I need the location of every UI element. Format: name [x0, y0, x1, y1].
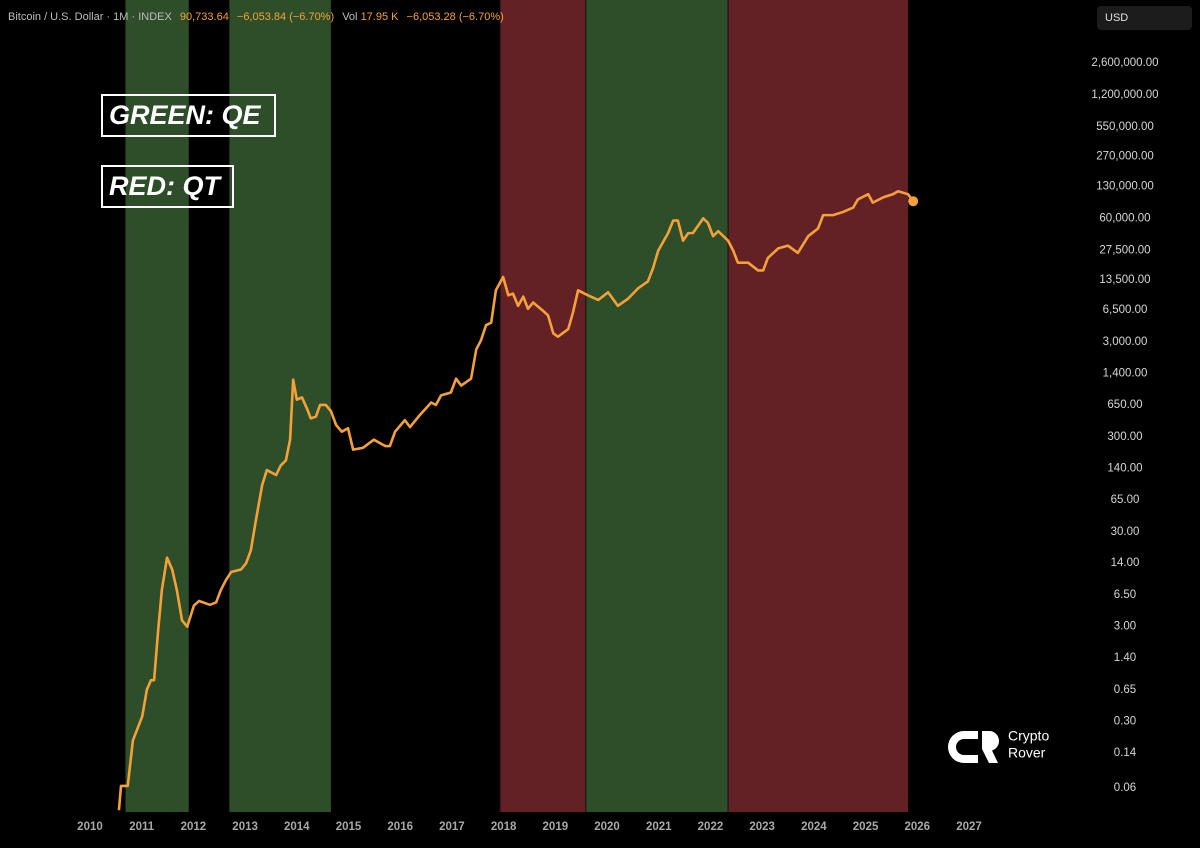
x-tick-label: 2020	[594, 821, 620, 833]
plot	[117, 189, 919, 811]
x-tick-label: 2011	[129, 821, 155, 833]
logo-r	[982, 731, 1000, 763]
volume: 17.95 K	[361, 11, 400, 23]
y-tick-label: 0.06	[1114, 782, 1136, 794]
logo-c	[948, 731, 978, 763]
x-tick-label: 2019	[543, 821, 569, 833]
watermark-text: Crypto	[1008, 728, 1049, 744]
y-tick-label: 300.00	[1107, 431, 1142, 443]
y-tick-label: 0.30	[1114, 716, 1136, 728]
watermark-logo: Crypto Rover	[948, 728, 1049, 763]
y-tick-label: 30.00	[1111, 526, 1140, 538]
header-line: Bitcoin / U.S. Dollar · 1M · INDEX 90,73…	[8, 11, 504, 23]
y-tick-label: 2,600,000.00	[1091, 57, 1158, 69]
annotation: GREEN: QE	[109, 100, 262, 130]
x-tick-label: 2023	[749, 821, 775, 833]
shaded-period	[728, 0, 908, 812]
x-tick-label: 2024	[801, 821, 827, 833]
x-tick-label: 2017	[439, 821, 465, 833]
y-tick-label: 0.65	[1114, 684, 1136, 696]
currency-button[interactable]	[1097, 6, 1192, 30]
y-tick-label: 65.00	[1111, 494, 1140, 506]
x-tick-label: 2015	[336, 821, 362, 833]
symbol: Bitcoin / U.S. Dollar · 1M · INDEX	[8, 11, 172, 23]
shaded-period	[500, 0, 586, 812]
x-tick-label: 2010	[77, 821, 103, 833]
y-tick-label: 130,000.00	[1096, 181, 1154, 193]
y-tick-label: 0.14	[1114, 747, 1137, 759]
x-tick-label: 2026	[904, 821, 930, 833]
y-tick-label: 60,000.00	[1099, 212, 1150, 224]
y-tick-label: 550,000.00	[1096, 121, 1154, 133]
y-tick-label: 1,400.00	[1103, 367, 1148, 379]
volume-label: Vol	[342, 11, 357, 23]
x-tick-label: 2027	[956, 821, 982, 833]
currency-label[interactable]: USD	[1105, 12, 1128, 24]
last-point	[908, 196, 919, 207]
x-tick-label: 2016	[387, 821, 413, 833]
price-line	[117, 189, 915, 811]
y-tick-label: 3.00	[1114, 621, 1136, 633]
annotation-box	[101, 94, 276, 137]
x-tick-label: 2014	[284, 821, 310, 833]
y-tick-label: 1.40	[1114, 652, 1136, 664]
y-tick-label: 270,000.00	[1096, 150, 1154, 162]
shaded-period	[585, 0, 729, 812]
y-tick-label: 1,200,000.00	[1091, 89, 1158, 101]
x-tick-label: 2018	[491, 821, 517, 833]
y-tick-label: 6,500.00	[1103, 304, 1148, 316]
annotation: RED: QT	[109, 171, 223, 201]
annotation-box	[101, 165, 234, 208]
x-tick-label: 2012	[181, 821, 207, 833]
x-tick-label: 2013	[232, 821, 258, 833]
y-tick-label: 14.00	[1111, 557, 1140, 569]
y-tick-label: 140.00	[1107, 462, 1142, 474]
y-tick-label: 13,500.00	[1099, 274, 1150, 286]
last-price: 90,733.64	[180, 11, 229, 23]
bands	[124, 0, 908, 812]
volume-change: −6,053.28 (−6.70%)	[407, 11, 504, 23]
y-tick-label: 27,500.00	[1099, 245, 1150, 257]
change: −6,053.84 (−6.70%)	[237, 11, 334, 23]
y-tick-label: 650.00	[1107, 399, 1142, 411]
y-tick-label: 3,000.00	[1103, 336, 1148, 348]
watermark-text: Rover	[1008, 745, 1046, 761]
y-tick-label: 6.50	[1114, 589, 1136, 601]
x-tick-label: 2025	[853, 821, 879, 833]
x-tick-label: 2022	[698, 821, 724, 833]
x-tick-label: 2021	[646, 821, 672, 833]
